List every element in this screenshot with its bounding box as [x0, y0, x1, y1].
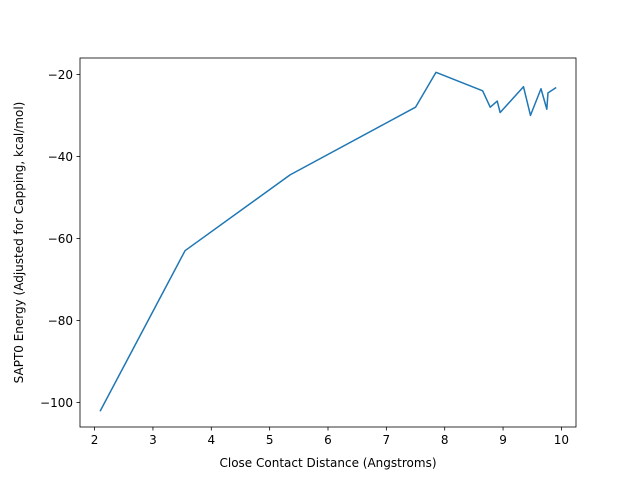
x-tick-label: 2 — [91, 433, 99, 447]
y-axis-ticks: −100 −80 −60 −40 −20 — [40, 68, 80, 410]
series-line — [99, 71, 557, 412]
y-tick-label: −100 — [40, 396, 73, 410]
y-tick-label: −80 — [48, 314, 73, 328]
y-tick-label: −40 — [48, 150, 73, 164]
x-axis-label: Close Contact Distance (Angstroms) — [220, 456, 437, 470]
y-tick-label: −20 — [48, 68, 73, 82]
y-axis-label: SAPT0 Energy (Adjusted for Capping, kcal… — [12, 102, 26, 384]
y-tick-label: −60 — [48, 232, 73, 246]
series-layer — [99, 71, 557, 412]
x-tick-label: 3 — [149, 433, 157, 447]
x-tick-label: 8 — [441, 433, 449, 447]
x-tick-label: 6 — [324, 433, 332, 447]
x-tick-label: 7 — [383, 433, 391, 447]
x-axis-ticks: 2 3 4 5 6 7 8 9 10 — [91, 427, 569, 447]
x-tick-label: 10 — [554, 433, 569, 447]
x-tick-label: 5 — [266, 433, 274, 447]
plot-area — [80, 58, 576, 427]
plot-frame — [79, 57, 577, 428]
x-tick-label: 4 — [207, 433, 215, 447]
x-tick-label: 9 — [499, 433, 507, 447]
